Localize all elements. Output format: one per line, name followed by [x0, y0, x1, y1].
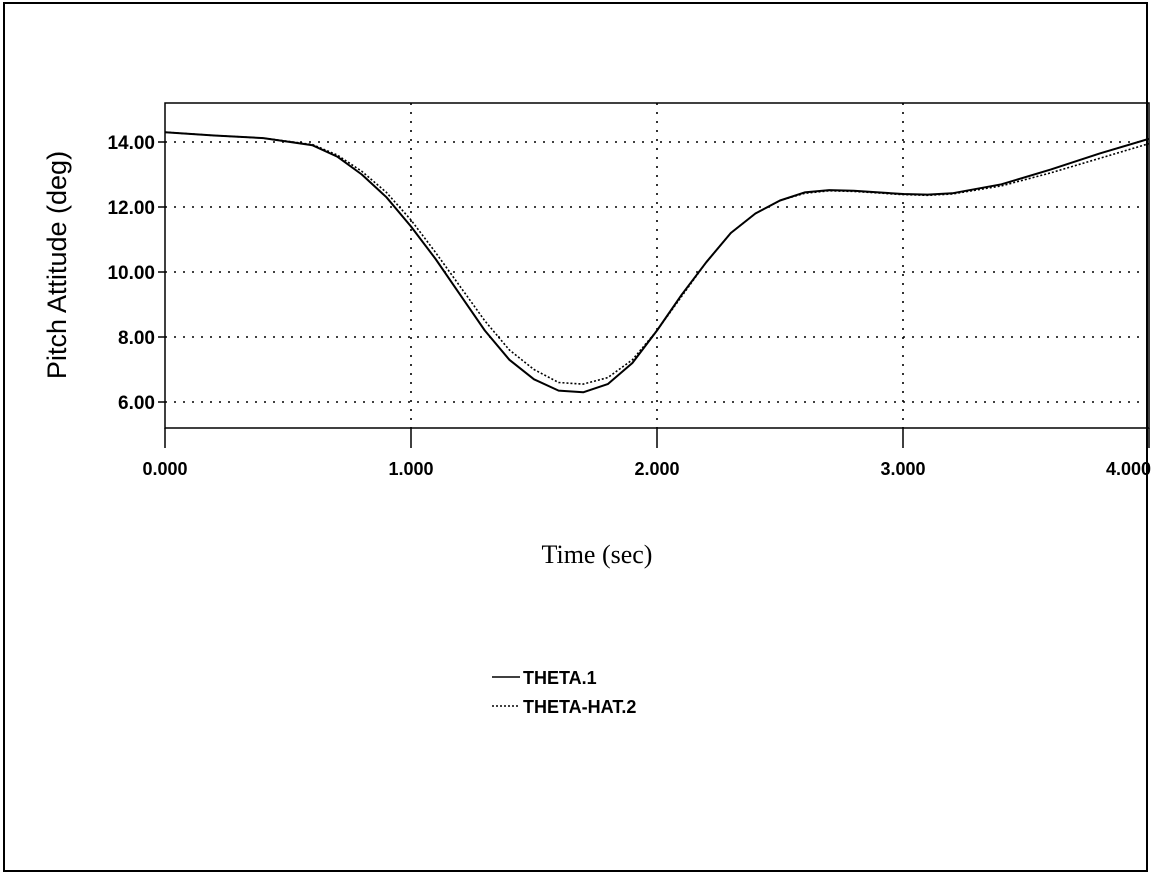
x-tick-label-1: 1.000 [388, 459, 433, 479]
y-axis: 6.00 8.00 10.00 12.00 14.00 [107, 133, 165, 414]
y-tick-label-4: 14.00 [107, 133, 155, 154]
y-tick-label-1: 8.00 [118, 328, 155, 349]
legend-label-theta-hat-2: THETA-HAT.2 [523, 697, 636, 717]
y-tick-label-2: 10.00 [107, 263, 155, 284]
x-tick-label-2: 2.000 [634, 459, 679, 479]
x-axis: 0.000 1.000 2.000 3.000 4.000 [142, 428, 1151, 479]
x-tick-label-3: 3.000 [880, 459, 925, 479]
series-line-theta-hat-2 [164, 131, 1150, 385]
series-line-theta-1 [164, 131, 1150, 394]
grid-layer [165, 103, 1149, 428]
series-layer [164, 131, 1150, 394]
y-tick-label-3: 12.00 [107, 198, 155, 219]
x-tick-label-0: 0.000 [142, 459, 187, 479]
x-axis-label: Time (sec) [542, 540, 653, 569]
legend-label-theta-1: THETA.1 [523, 668, 597, 688]
chart-frame [3, 2, 1148, 872]
legend: THETA.1 THETA-HAT.2 [492, 668, 636, 717]
y-axis-label: Pitch Attitude (deg) [42, 151, 72, 379]
x-tick-label-4: 4.000 [1106, 459, 1151, 479]
y-tick-label-0: 6.00 [118, 393, 155, 414]
